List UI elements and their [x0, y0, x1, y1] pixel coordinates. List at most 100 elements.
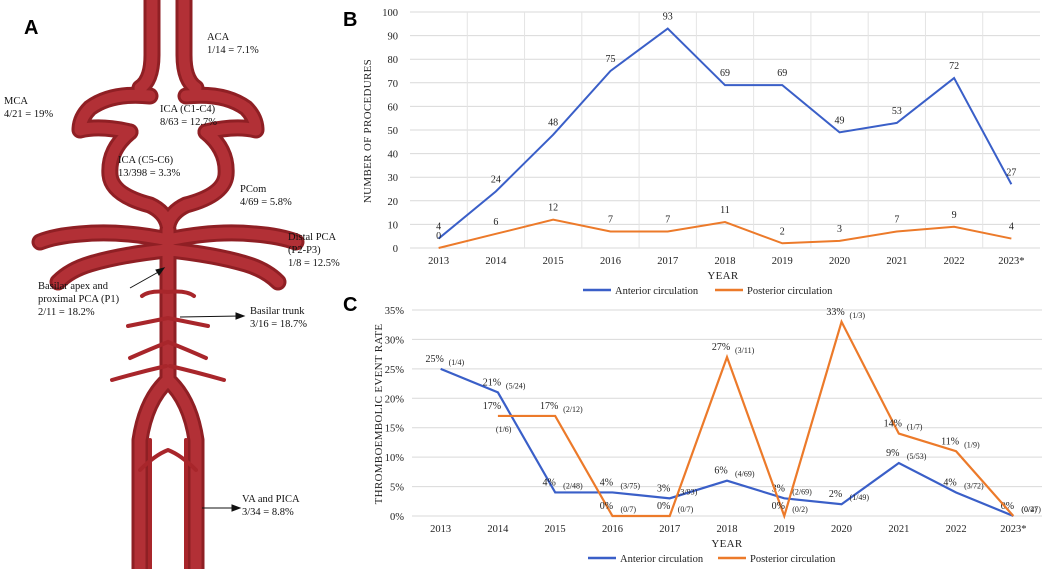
chart-b-anterior-label: 53: [892, 106, 902, 117]
chart-c-xtick: 2016: [602, 524, 623, 535]
chart-c-anterior-label: 4%: [600, 477, 613, 488]
ica-c1c4-label: ICA (C1-C4): [160, 104, 216, 115]
chart-c-anterior-fraction: (1/4): [449, 358, 465, 367]
chart-c-xtick: 2013: [430, 524, 451, 535]
chart-c-posterior-label: 17%: [540, 401, 558, 412]
chart-c-posterior-fraction: (1/9): [964, 440, 980, 449]
chart-b-xtick: 2018: [715, 256, 736, 267]
chart-b-xtick: 2014: [485, 256, 507, 267]
chart-c-xtick: 2017: [659, 524, 680, 535]
chart-c-anterior-label: 25%: [425, 354, 443, 365]
chart-b-posterior-label: 7: [608, 214, 613, 225]
chart-c-anterior-fraction: (4/69): [735, 470, 755, 479]
chart-b-ytick: 10: [388, 220, 399, 231]
chart-c-anterior-label: 4%: [543, 477, 556, 488]
chart-c-posterior-fraction: (1/3): [850, 311, 866, 320]
chart-b-ytick: 50: [388, 126, 399, 137]
chart-b-posterior-line: [438, 218, 1012, 249]
chart-b-ytick: 20: [388, 197, 399, 208]
chart-b-xtick: 2013: [428, 256, 449, 267]
chart-c-anterior-fraction: (2/69): [792, 487, 812, 496]
chart-b-anterior-label: 69: [720, 68, 730, 79]
chart-c-ytick: 15%: [385, 424, 405, 435]
ica-c1c4-stat: 8/63 = 12.7%: [160, 117, 217, 128]
chart-b-xtick: 2015: [543, 256, 564, 267]
chart-c-anterior-label: 3%: [657, 483, 670, 494]
chart-b-xlabel: YEAR: [707, 270, 739, 282]
panel-b-letter: B: [343, 9, 357, 31]
chart-c-posterior-fraction: (0/7): [620, 505, 636, 514]
chart-c-xtick: 2019: [774, 524, 795, 535]
chart-b-anterior-label: 49: [835, 115, 845, 126]
chart-b-ytick: 60: [388, 102, 399, 113]
chart-b-ytick: 0: [393, 244, 398, 255]
chart-c-anterior-label: 0%: [1001, 501, 1014, 512]
chart-c-posterior-label: 0%: [657, 501, 670, 512]
chart-c-anterior-label: 3%: [772, 483, 785, 494]
chart-c-ytick: 20%: [385, 394, 405, 405]
chart-b-ytick: 90: [388, 32, 399, 43]
chart-b-anterior-label: 72: [949, 61, 959, 72]
chart-b-anterior-label: 24: [491, 174, 501, 185]
chart-b: NUMBER OF PROCEDURES YEAR Anterior circu…: [362, 8, 1040, 297]
basilar-trunk-stat: 3/16 = 18.7%: [250, 319, 307, 330]
distal-pca-label-2: (P2-P3): [288, 245, 321, 256]
chart-b-posterior-label: 7: [665, 214, 670, 225]
chart-b-posterior-label: 3: [837, 224, 842, 235]
chart-b-xtick: 2016: [600, 256, 621, 267]
chart-c-ytick: 35%: [385, 306, 405, 317]
ica-c5c6-stat: 13/398 = 3.3%: [118, 168, 180, 179]
cerebral-artery-illustration: [31, 0, 305, 569]
chart-c-ytick: 30%: [385, 335, 405, 346]
chart-b-ylabel: NUMBER OF PROCEDURES: [362, 59, 374, 203]
chart-b-xtick: 2022: [944, 256, 965, 267]
chart-c-anterior-label: 9%: [886, 448, 899, 459]
chart-c-anterior-fraction: (3/75): [620, 481, 640, 490]
distal-pca-label: Distal PCA: [288, 232, 337, 243]
pcom-stat: 4/69 = 5.8%: [240, 197, 292, 208]
chart-b-posterior-label: 2: [780, 226, 785, 237]
chart-c-xtick: 2018: [717, 524, 738, 535]
chart-b-posterior-label: 9: [952, 210, 957, 221]
chart-b-xtick: 2021: [886, 256, 907, 267]
chart-c-ytick: 25%: [385, 365, 405, 376]
chart-c-posterior-fraction: (1/7): [907, 423, 923, 432]
chart-c-posterior-label: 27%: [712, 342, 730, 353]
chart-b-posterior-label: 0: [436, 231, 441, 242]
chart-b-xtick: 2017: [657, 256, 678, 267]
chart-c-anterior-fraction: (5/53): [907, 452, 927, 461]
chart-c-posterior-label: 0%: [772, 501, 785, 512]
chart-c-anterior-fraction: (5/24): [506, 381, 526, 390]
chart-c-posterior-label: 33%: [826, 307, 844, 318]
pcom-label: PCom: [240, 184, 266, 195]
va-pica-stat: 3/34 = 8.8%: [242, 507, 294, 518]
chart-c-xtick: 2023*: [1000, 524, 1026, 535]
chart-b-posterior-label: 6: [493, 217, 498, 228]
chart-b-ytick: 80: [388, 55, 399, 66]
basilar-apex-stat: 2/11 = 18.2%: [38, 307, 95, 318]
chart-b-posterior-label: 7: [894, 214, 899, 225]
chart-c-xtick: 2015: [545, 524, 566, 535]
basilar-trunk-label: Basilar trunk: [250, 306, 305, 317]
aca-stat: 1/14 = 7.1%: [207, 45, 259, 56]
chart-c-posterior-line: [497, 318, 1015, 520]
chart-b-xtick: 2023*: [998, 256, 1024, 267]
chart-c-posterior-fraction: (0/4): [1021, 505, 1037, 514]
chart-c: THROMBOEMBOLIC EVENT RATE YEAR Anterior …: [373, 306, 1042, 565]
anatomy-arrows: [129, 267, 246, 512]
chart-c-legend: Anterior circulation Posterior circulati…: [588, 554, 836, 565]
chart-c-anterior-fraction: (0/27): [1021, 505, 1041, 514]
chart-c-xtick: 2021: [888, 524, 909, 535]
chart-b-ytick: 40: [388, 150, 399, 161]
chart-c-anterior-line: [440, 367, 1014, 518]
chart-b-posterior-label: 11: [720, 205, 730, 216]
chart-b-anterior-label: 75: [605, 54, 615, 65]
basilar-apex-label: Basilar apex and: [38, 281, 109, 292]
mca-label: MCA: [4, 96, 28, 107]
chart-c-xtick: 2022: [946, 524, 967, 535]
chart-c-xtick: 2014: [487, 524, 509, 535]
chart-b-ytick: 100: [382, 8, 398, 19]
chart-b-ytick: 30: [388, 173, 399, 184]
chart-b-ytick: 70: [388, 79, 399, 90]
